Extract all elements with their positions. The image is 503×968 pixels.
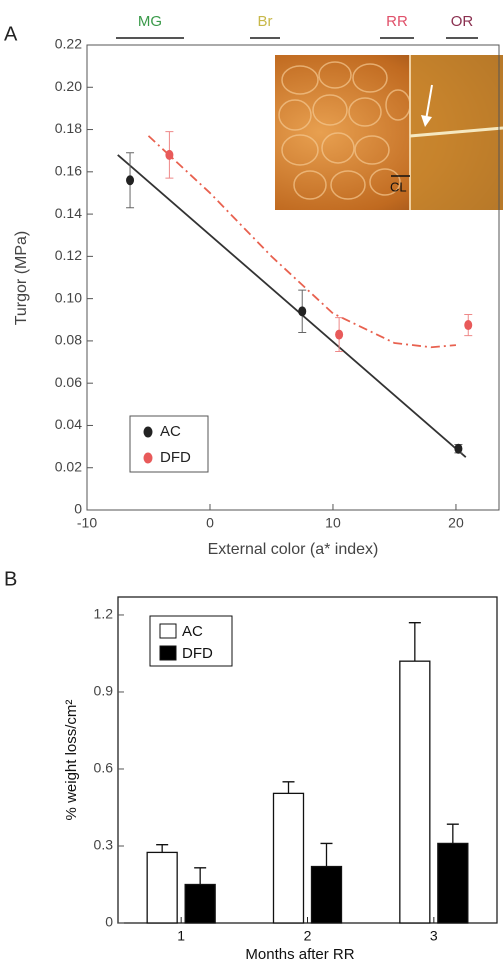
stage-label: OR	[451, 13, 474, 30]
bar	[146, 851, 178, 924]
point	[464, 320, 473, 331]
panel-label: A	[4, 23, 18, 45]
legend-label: AC	[182, 623, 203, 640]
plot-frame	[86, 44, 500, 511]
x-tick-label: 20	[448, 515, 464, 531]
bar	[437, 842, 469, 924]
stage-label: RR	[386, 13, 408, 30]
bar	[399, 660, 431, 924]
legend-label: AC	[160, 423, 181, 440]
y-tick-label: 0.6	[94, 760, 114, 776]
legend-label: DFD	[182, 645, 213, 662]
legend-frame	[149, 615, 233, 667]
y-tick-label: 0.14	[55, 205, 82, 221]
legend-frame	[129, 415, 209, 473]
y-tick-label: 0.06	[55, 374, 82, 390]
x-tick-label: -10	[77, 515, 97, 531]
bar	[310, 865, 343, 924]
error-bar	[446, 823, 459, 844]
point	[298, 306, 307, 317]
y-tick-label: 0.12	[55, 247, 82, 263]
y-tick-label: 0	[74, 501, 82, 517]
y-tick-label: 0.9	[94, 683, 114, 699]
error-bar	[320, 842, 333, 867]
point	[165, 149, 174, 160]
legend-swatch	[159, 623, 177, 639]
y-axis-label: Turgor (MPa)	[13, 231, 30, 326]
error-bar	[408, 622, 421, 662]
y-tick-label: 0.04	[55, 416, 82, 432]
stage-label: MG	[138, 13, 162, 30]
fit-line	[147, 135, 457, 349]
bar	[272, 792, 305, 924]
legend-marker	[143, 452, 153, 464]
y-tick-label: 0.22	[55, 36, 82, 52]
bar	[184, 883, 216, 924]
point	[335, 329, 344, 340]
y-tick-label: 0.3	[94, 837, 114, 853]
x-tick-label: 10	[325, 515, 341, 531]
inset-label: CL	[390, 179, 407, 194]
inset-photo: CL	[275, 55, 503, 210]
x-tick-label: 0	[206, 515, 214, 531]
y-tick-label: 0.20	[55, 78, 82, 94]
stage-label: Br	[258, 13, 273, 30]
y-tick-label: 0.16	[55, 163, 82, 179]
error-bar	[194, 867, 207, 885]
panel-label: B	[4, 568, 17, 590]
y-tick-label: 1.2	[94, 606, 114, 622]
legend-label: DFD	[160, 449, 191, 466]
x-tick-label: 3	[430, 928, 438, 944]
point	[126, 175, 135, 186]
y-axis-label: % weight loss/cm²	[63, 700, 80, 821]
error-bar	[282, 781, 295, 794]
y-tick-label: 0.10	[55, 289, 82, 305]
x-axis-label: Months after RR	[245, 946, 354, 963]
x-tick-label: 1	[177, 928, 185, 944]
legend-swatch	[159, 645, 177, 661]
y-tick-label: 0.18	[55, 120, 82, 136]
y-tick-label: 0.02	[55, 458, 82, 474]
y-tick-label: 0	[105, 914, 113, 930]
legend-marker	[143, 426, 153, 438]
point	[454, 443, 463, 454]
x-axis-label: External color (a* index)	[208, 541, 379, 558]
x-tick-label: 2	[304, 928, 312, 944]
error-bar	[156, 844, 169, 853]
y-tick-label: 0.08	[55, 332, 82, 348]
fit-line	[117, 154, 467, 458]
